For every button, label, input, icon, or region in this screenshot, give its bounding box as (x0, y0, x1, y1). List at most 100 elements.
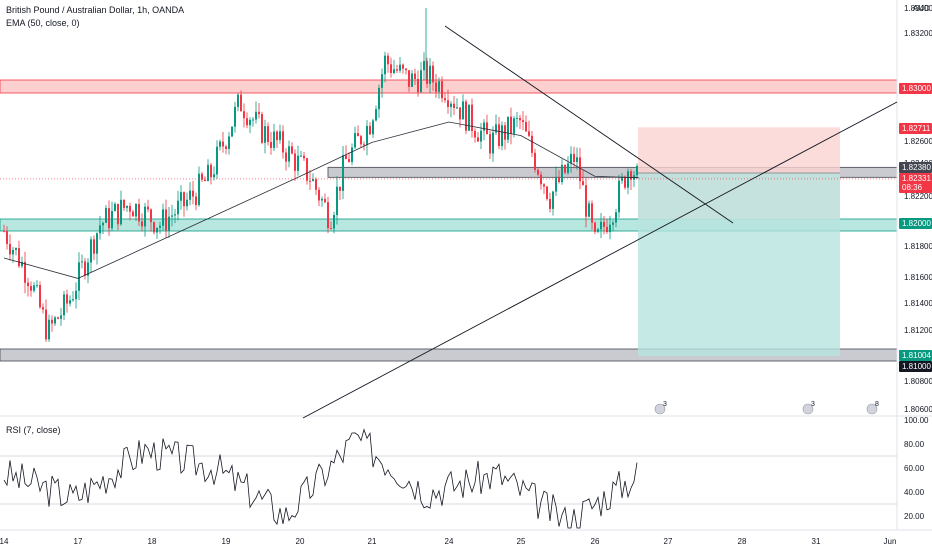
candle-body (72, 299, 74, 301)
candle-body (627, 171, 629, 188)
candle-body (303, 155, 305, 159)
candle-body (204, 179, 206, 182)
resistance-zone-1-830 (0, 79, 898, 94)
candle-body (555, 176, 557, 192)
candle-body (624, 176, 626, 188)
candle-body (498, 124, 500, 146)
candle-body (333, 215, 335, 229)
time-tick-label: 17 (74, 537, 83, 546)
candle-body (195, 196, 197, 206)
candle-body (66, 294, 68, 304)
candle-body (42, 307, 44, 310)
candle-body (396, 69, 398, 71)
candle-body (522, 120, 524, 122)
candle-body (384, 55, 386, 75)
candle-body (435, 82, 437, 92)
candle-body (474, 130, 476, 138)
time-tick-label: Jun (884, 537, 897, 546)
candle-body (591, 203, 593, 223)
time-tick-label: 21 (368, 537, 377, 546)
candle-body (258, 111, 260, 115)
candle-body (189, 190, 191, 200)
candle-body (198, 173, 200, 206)
candle-body (240, 94, 242, 112)
candle-body (528, 131, 530, 136)
time-tick-label: 20 (296, 537, 305, 546)
candle-body (489, 134, 491, 154)
candle-body (561, 164, 563, 183)
candle-body (243, 111, 245, 119)
candle-body (615, 212, 617, 223)
price-tick-label: 1.81800 (904, 242, 932, 251)
candle-body (534, 152, 536, 170)
candle-body (357, 133, 359, 137)
candle-body (576, 157, 578, 162)
candle-body (144, 206, 146, 227)
candle-body (348, 159, 350, 162)
badge-target (899, 123, 932, 134)
candle-body (183, 192, 185, 207)
candle-body (531, 135, 533, 153)
candle-body (525, 121, 527, 132)
candle-body (234, 106, 236, 127)
candle-body (468, 104, 470, 131)
candle-body (36, 285, 38, 287)
candle-body (330, 228, 332, 230)
candle-body (45, 309, 47, 340)
candle-body (24, 261, 26, 283)
candle-body (315, 179, 317, 190)
candle-body (186, 199, 188, 207)
candle-body (135, 203, 137, 217)
candle-body (513, 118, 515, 134)
candle-body (471, 104, 473, 131)
price-tick-label: 1.82200 (904, 192, 932, 201)
candle-body (492, 132, 494, 154)
candle-body (57, 317, 59, 319)
candle-body (294, 153, 296, 171)
candle-body (297, 155, 299, 171)
rsi-line (3, 428, 638, 529)
candle-body (213, 174, 215, 178)
time-tick-label: 24 (445, 537, 454, 546)
candle-body (564, 164, 566, 173)
candle-body (342, 155, 344, 191)
candle-body (219, 141, 221, 147)
candle-body (228, 136, 230, 149)
candle-body (441, 81, 443, 99)
candle-body (306, 158, 308, 181)
candle-body (117, 203, 119, 225)
candle-body (417, 79, 419, 93)
candle-body (270, 142, 272, 148)
rsi-tick-label: 60.00 (904, 464, 925, 473)
candle-body (6, 231, 8, 244)
candle-body (153, 222, 155, 233)
candle-body (222, 141, 224, 147)
candle-body (549, 198, 551, 209)
candle-body (345, 155, 347, 160)
candle-body (432, 65, 434, 83)
candle-body (279, 131, 281, 141)
candle-body (246, 118, 248, 126)
candle-body (390, 64, 392, 74)
candle-body (408, 70, 410, 87)
candle-body (351, 147, 353, 162)
candle-body (459, 107, 461, 120)
candle-body (192, 190, 194, 197)
badge-current (899, 173, 932, 193)
candle-body (21, 261, 23, 267)
candle-body (438, 81, 440, 92)
price-tick-label: 1.81600 (904, 273, 932, 282)
candle-body (501, 125, 503, 146)
candle-body (483, 122, 485, 131)
price-tick-label: 1.81200 (904, 326, 932, 335)
candle-body (516, 117, 518, 119)
candle-body (54, 317, 56, 324)
candle-body (30, 286, 32, 291)
badge-stop (899, 350, 932, 361)
rsi-legend: RSI (7, close) (6, 425, 61, 435)
candle-body (336, 186, 338, 216)
candle-body (486, 122, 488, 135)
descending-trendline (444, 25, 734, 224)
candle-body (558, 176, 560, 183)
